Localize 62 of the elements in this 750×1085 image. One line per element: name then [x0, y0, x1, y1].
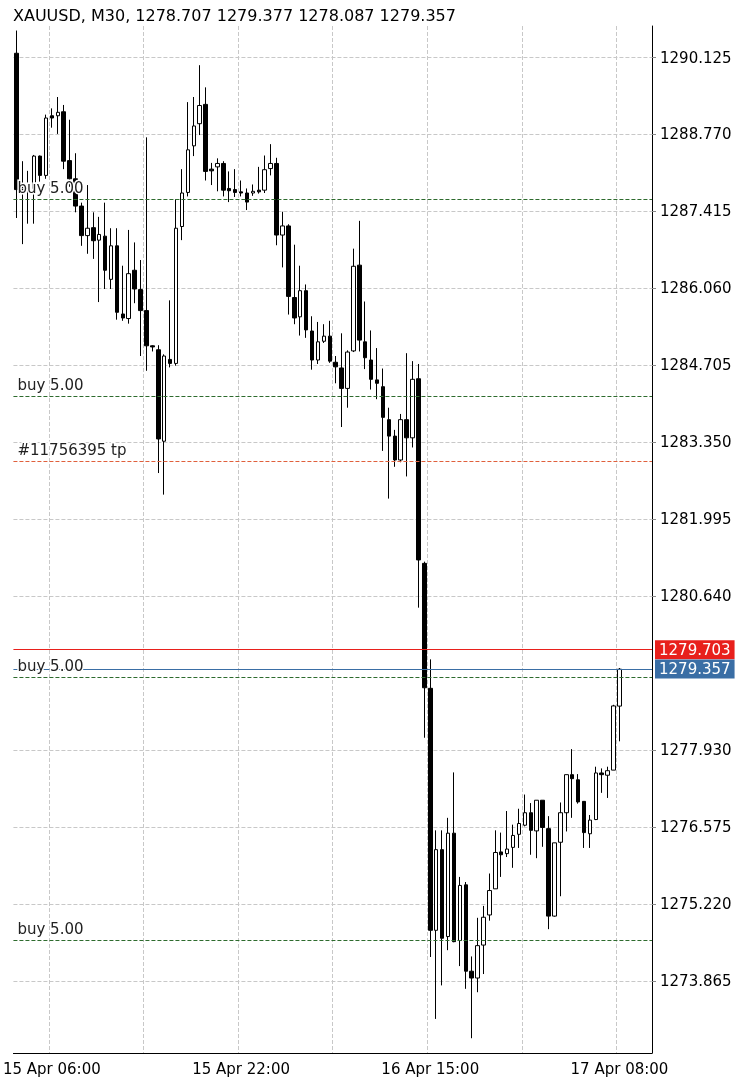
y-tick-label: 1277.930 — [660, 741, 732, 760]
candlestick — [440, 829, 444, 986]
ref-line-label: buy 5.00 — [17, 920, 84, 939]
y-tick-label: 1273.865 — [660, 972, 732, 991]
candlestick — [38, 155, 42, 183]
candlestick — [245, 187, 249, 211]
candlestick — [239, 180, 243, 197]
candlestick — [582, 800, 586, 849]
y-tick-label: 1275.220 — [660, 895, 732, 914]
ref-line-label: buy 5.00 — [17, 375, 84, 394]
candlestick — [109, 227, 113, 290]
y-tick-label: 1280.640 — [660, 587, 732, 606]
y-tick-label: 1287.415 — [660, 202, 732, 221]
ref-line-label: 1279.703 — [659, 640, 731, 659]
candlestick — [511, 824, 515, 869]
y-tick-label: 1290.125 — [660, 48, 732, 67]
candlestick — [381, 368, 385, 452]
candlestick — [523, 794, 527, 827]
candlestick — [180, 168, 184, 241]
chart-title: XAUUSD, M30, 1278.707 1279.377 1278.087 1279.357 — [13, 5, 456, 25]
x-tick-label: 15 Apr 22:00 — [192, 1059, 290, 1078]
y-tick-label: 1281.995 — [660, 510, 732, 529]
candlestick — [186, 101, 190, 197]
candlestick — [452, 771, 456, 943]
candlestick — [115, 227, 119, 321]
candlestick — [174, 198, 178, 367]
candlestick — [322, 323, 326, 344]
candlestick — [458, 876, 462, 967]
candlestick — [517, 808, 521, 849]
candlestick — [446, 817, 450, 951]
candlestick — [369, 329, 373, 391]
candlestick — [14, 30, 19, 219]
candlestick — [375, 347, 379, 400]
y-tick-label: 1286.060 — [660, 279, 732, 298]
candlestick — [233, 168, 237, 198]
x-tick-label: 17 Apr 08:00 — [570, 1059, 669, 1078]
y-tick-label: 1288.770 — [660, 125, 732, 144]
y-tick-label: 1276.575 — [660, 818, 732, 837]
candlestick — [251, 183, 255, 197]
y-tick-label: 1284.705 — [660, 356, 732, 375]
candlestick — [168, 299, 172, 368]
candlestick — [328, 320, 332, 364]
candlestick — [363, 301, 367, 370]
x-tick-label: 15 Apr 06:00 — [2, 1059, 101, 1078]
candlestick — [387, 407, 391, 500]
ref-line-label: #11756395 tp — [17, 441, 127, 460]
candlestick — [44, 114, 48, 180]
ref-line-label: 1279.357 — [659, 660, 731, 679]
candlestick — [310, 315, 314, 371]
candlestick — [304, 283, 308, 339]
candlestick — [422, 561, 427, 739]
candlestick — [576, 773, 580, 805]
y-tick-label: 1283.350 — [660, 433, 732, 452]
candlestick — [487, 873, 492, 922]
candlestick — [50, 107, 54, 129]
x-tick-label: 16 Apr 15:00 — [381, 1059, 480, 1078]
candlestick — [333, 355, 338, 384]
candlestick — [192, 96, 196, 157]
candlestick — [103, 202, 107, 290]
candlestick — [316, 321, 320, 365]
candlestick — [505, 810, 509, 858]
candlestick — [588, 814, 592, 849]
